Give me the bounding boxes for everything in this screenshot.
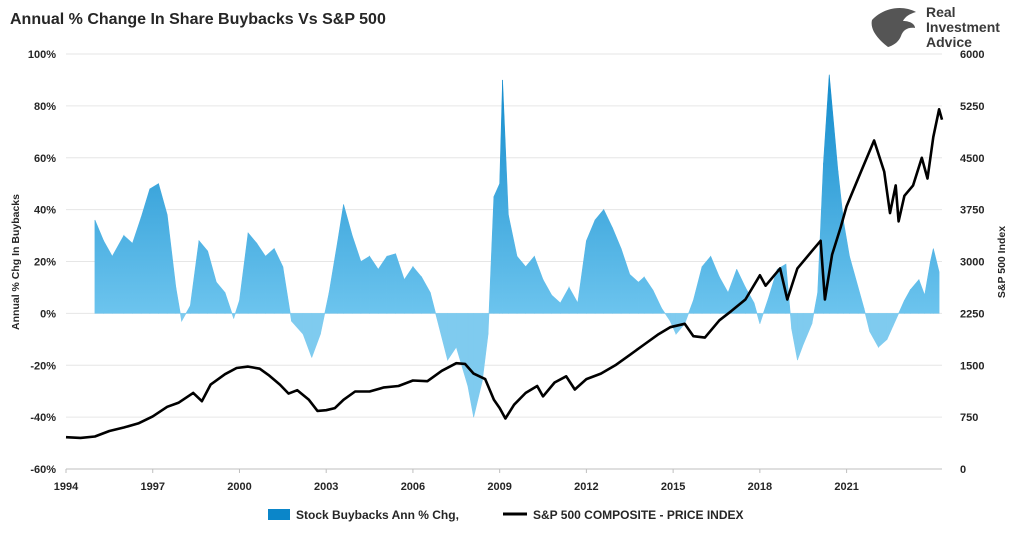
buyback-area-positive-segment bbox=[265, 247, 275, 314]
y-left-tick-label: 80% bbox=[34, 101, 56, 113]
x-tick-label: 2021 bbox=[834, 481, 858, 493]
buyback-area-positive-segment bbox=[661, 307, 666, 314]
y-axis-left-title: Annual % Chg In Buybacks bbox=[10, 194, 22, 330]
buyback-area-negative-segment bbox=[487, 313, 490, 335]
buyback-area-negative-segment bbox=[811, 313, 815, 324]
brand-logo: Real Investment Advice bbox=[871, 4, 1000, 50]
buyback-area-positive-segment bbox=[198, 239, 208, 314]
sp500-price-line bbox=[65, 108, 944, 440]
x-tick-label: 2015 bbox=[661, 481, 685, 493]
x-tick-label: 2012 bbox=[574, 481, 598, 493]
buyback-area-positive-segment bbox=[933, 248, 940, 314]
buyback-area-positive-segment bbox=[753, 302, 758, 314]
y-left-tick-label: -60% bbox=[30, 464, 56, 476]
y-right-tick-label: 5250 bbox=[960, 101, 984, 113]
buyback-area-positive-segment bbox=[930, 248, 934, 314]
y-left-tick-label: 40% bbox=[34, 205, 56, 217]
y-axis-right-title: S&P 500 Index bbox=[996, 226, 1008, 298]
buyback-area-positive-segment bbox=[863, 308, 866, 314]
y-left-tick-label: 60% bbox=[34, 153, 56, 165]
y-left-tick-label: 20% bbox=[34, 257, 56, 269]
y-right-tick-label: 3000 bbox=[960, 257, 984, 269]
legend: Stock Buybacks Ann % Chg, S&P 500 COMPOS… bbox=[268, 508, 744, 522]
buyback-area-positive-segment bbox=[149, 183, 159, 314]
buyback-area-negative-segment bbox=[684, 313, 689, 324]
chart-title: Annual % Change In Share Buybacks Vs S&P… bbox=[10, 11, 386, 28]
sp500-line-series bbox=[65, 108, 944, 440]
legend-swatch-buybacks bbox=[268, 509, 290, 520]
buyback-area-negative-segment bbox=[233, 313, 236, 319]
x-tick-label: 2006 bbox=[401, 481, 425, 493]
x-tick-label: 2000 bbox=[227, 481, 251, 493]
buyback-area-series bbox=[94, 74, 940, 418]
x-tick-label: 2009 bbox=[487, 481, 511, 493]
buyback-area-positive-segment bbox=[123, 234, 133, 314]
y-left-tick-label: -20% bbox=[30, 360, 56, 372]
buyback-area-positive-segment bbox=[603, 209, 613, 314]
buyback-area-negative-segment bbox=[320, 313, 326, 335]
y-right-tick-label: 1500 bbox=[960, 360, 984, 372]
axes: 100% 80% 60% 40% 20% 0% -20% -40% -60% 6000 5250 45… bbox=[28, 49, 985, 493]
brand-line-1: Real bbox=[926, 4, 956, 20]
brand-line-3: Advice bbox=[926, 34, 972, 50]
y-right-tick-label: 2250 bbox=[960, 308, 984, 320]
buyback-area-negative-segment bbox=[892, 313, 900, 327]
buyback-area-positive-segment bbox=[493, 183, 500, 314]
y-left-tick-label: 100% bbox=[28, 49, 56, 61]
brand-line-2: Investment bbox=[926, 19, 1000, 35]
y-left-tick-label: -40% bbox=[30, 412, 56, 424]
x-tick-label: 1997 bbox=[140, 481, 164, 493]
legend-label-buybacks: Stock Buybacks Ann % Chg, bbox=[296, 508, 459, 522]
buyback-area-negative-segment bbox=[759, 313, 764, 324]
y-right-tick-label: 6000 bbox=[960, 49, 984, 61]
buyback-area-positive-segment bbox=[516, 255, 526, 314]
buyback-area-positive-segment bbox=[429, 292, 437, 314]
x-tick-label: 2018 bbox=[748, 481, 772, 493]
buyback-area-positive-segment bbox=[282, 266, 291, 314]
y-left-tick-label: 0% bbox=[40, 308, 56, 320]
y-right-tick-label: 750 bbox=[960, 412, 978, 424]
buyback-area-positive-segment bbox=[638, 276, 645, 314]
buyback-area-positive-segment bbox=[386, 253, 396, 314]
buyback-area-positive-segment bbox=[701, 255, 712, 314]
y-right-tick-label: 0 bbox=[960, 464, 966, 476]
y-right-tick-label: 4500 bbox=[960, 153, 984, 165]
buyback-area-positive-segment bbox=[525, 255, 535, 314]
buyback-area-positive-segment bbox=[224, 292, 233, 314]
buyback-area-positive-segment bbox=[247, 232, 258, 314]
buyback-area-negative-segment bbox=[181, 313, 187, 323]
buyback-area-positive-segment bbox=[594, 208, 605, 314]
eagle-logo-icon bbox=[871, 8, 916, 48]
x-tick-label: 2003 bbox=[314, 481, 338, 493]
buyback-area-positive-segment bbox=[256, 242, 266, 314]
x-tick-label: 1994 bbox=[54, 481, 79, 493]
y-right-tick-label: 3750 bbox=[960, 205, 984, 217]
buyback-area-positive-segment bbox=[360, 255, 370, 314]
buyback-area-positive-segment bbox=[175, 287, 181, 314]
legend-label-sp500: S&P 500 COMPOSITE - PRICE INDEX bbox=[533, 508, 744, 522]
